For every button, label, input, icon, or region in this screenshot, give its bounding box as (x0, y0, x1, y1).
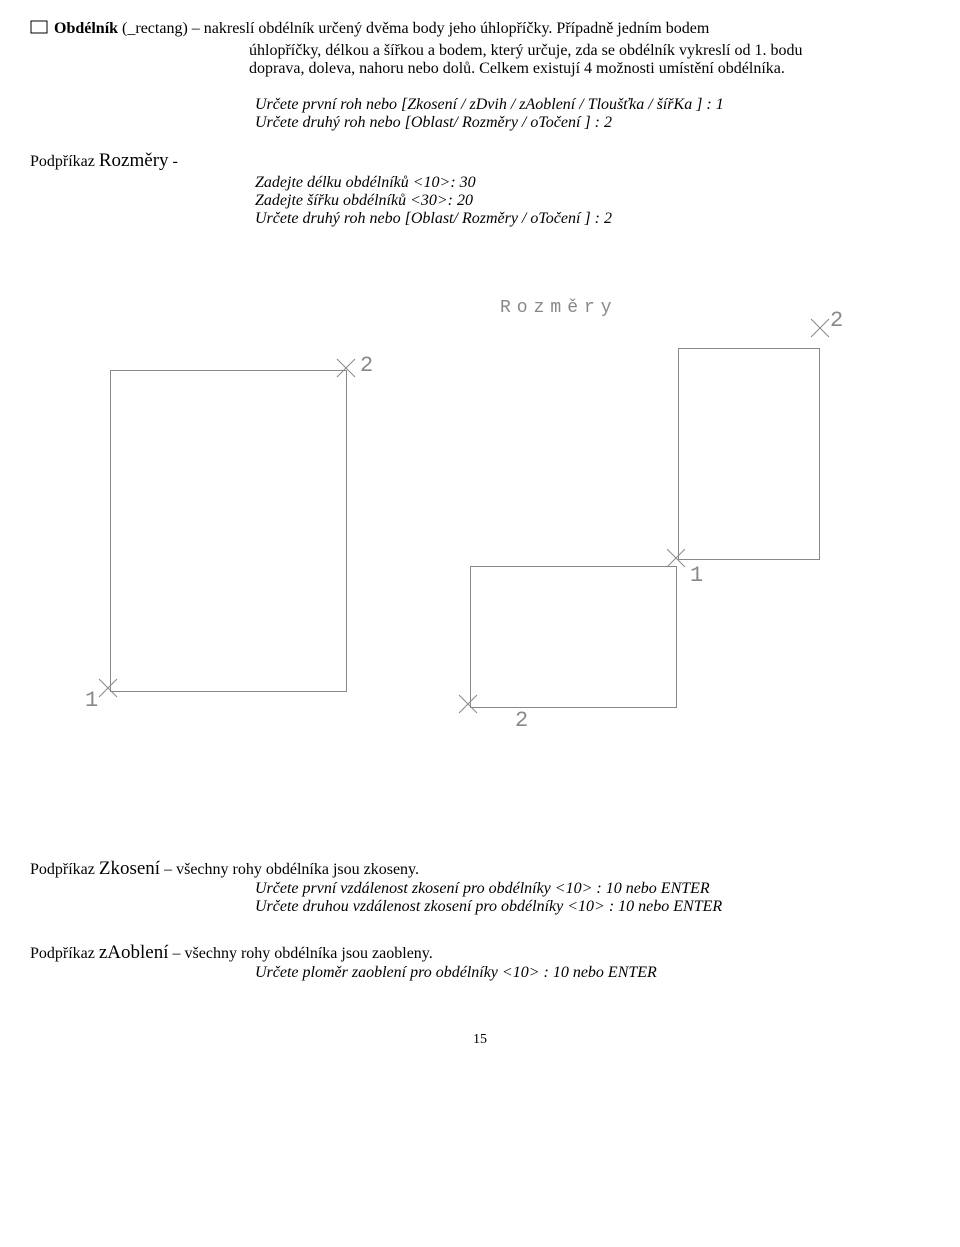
prompt-block-2: Zadejte délku obdélníků <10>: 30 Zadejte… (255, 174, 930, 228)
sub-bold: zAoblení (99, 942, 169, 963)
prompt-line: Zadejte délku obdélníků <10>: 30 (255, 174, 930, 192)
x-mark-icon (665, 547, 687, 574)
bottom-section: Podpříkaz Zkosení – všechny rohy obdélní… (30, 858, 930, 982)
subcommand-zkoseni: Podpříkaz Zkosení – všechny rohy obdélní… (30, 858, 930, 916)
x-mark-icon (457, 693, 479, 720)
prompt-line: Určete první vzdálenost zkosení pro obdé… (255, 880, 930, 898)
sub-bold: Rozměry (99, 150, 169, 171)
title-bold: Obdélník (54, 20, 118, 37)
diagram-label-1a: 1 (690, 563, 703, 588)
diagram-label-2a: 2 (830, 308, 843, 333)
diagram-label-2c: 2 (515, 708, 528, 733)
prompt-block-3: Určete první vzdálenost zkosení pro obdé… (255, 880, 930, 916)
prompt-line: Určete druhý roh nebo [Oblast/ Rozměry /… (255, 210, 930, 228)
sub-bold: Zkosení (99, 858, 160, 879)
x-mark-icon (97, 677, 119, 704)
sub-prefix: Podpříkaz (30, 861, 99, 878)
sub-suffix: - (169, 153, 178, 170)
x-mark-icon (809, 317, 831, 344)
x-mark-icon (335, 357, 357, 384)
title-line: Obdélník (_rectang) – nakreslí obdélník … (30, 20, 930, 78)
diagram-label-2b: 2 (360, 353, 373, 378)
sub-suffix: – všechny rohy obdélníka jsou zaobleny. (169, 945, 433, 962)
prompt-line: Určete ploměr zaoblení pro obdélníky <10… (255, 964, 930, 982)
prompt-block-4: Určete ploměr zaoblení pro obdélníky <10… (255, 964, 930, 982)
prompt-block-1: Určete první roh nebo [Zkosení / zDvih /… (255, 96, 930, 132)
prompt-line: Zadejte šířku obdélníků <30>: 20 (255, 192, 930, 210)
prompt-line: Určete druhou vzdálenost zkosení pro obd… (255, 898, 930, 916)
sub-suffix: – všechny rohy obdélníka jsou zkoseny. (160, 861, 419, 878)
subcommand-rozmery: Podpříkaz Rozměry - Zadejte délku obdéln… (30, 150, 930, 228)
title-paren: (_rectang) (118, 20, 192, 37)
diagram-title: Rozměry (500, 298, 618, 318)
subcommand-zaobleni: Podpříkaz zAoblení – všechny rohy obdéln… (30, 942, 930, 982)
diagram-rect-3 (678, 348, 820, 560)
title-rest-2: úhlopříčky, délkou a šířkou a bodem, kte… (249, 42, 803, 59)
header-block: Obdélník (_rectang) – nakreslí obdélník … (30, 20, 930, 78)
page-number: 15 (30, 1032, 930, 1048)
prompt-line: Určete první roh nebo [Zkosení / zDvih /… (255, 96, 930, 114)
diagram-rect-2 (470, 566, 677, 708)
title-text: Obdélník (_rectang) – nakreslí obdélník … (54, 20, 930, 78)
rectangle-icon (30, 20, 48, 39)
sub-prefix: Podpříkaz (30, 153, 99, 170)
sub-prefix: Podpříkaz (30, 945, 99, 962)
title-rest-1: – nakreslí obdélník určený dvěma body je… (192, 20, 710, 37)
prompt-line: Určete druhý roh nebo [Oblast/ Rozměry /… (255, 114, 930, 132)
title-rest-3: doprava, doleva, nahoru nebo dolů. Celke… (249, 60, 785, 77)
diagram: Rozměry 2 2 1 1 2 (30, 298, 930, 758)
diagram-rect-1 (110, 370, 347, 692)
